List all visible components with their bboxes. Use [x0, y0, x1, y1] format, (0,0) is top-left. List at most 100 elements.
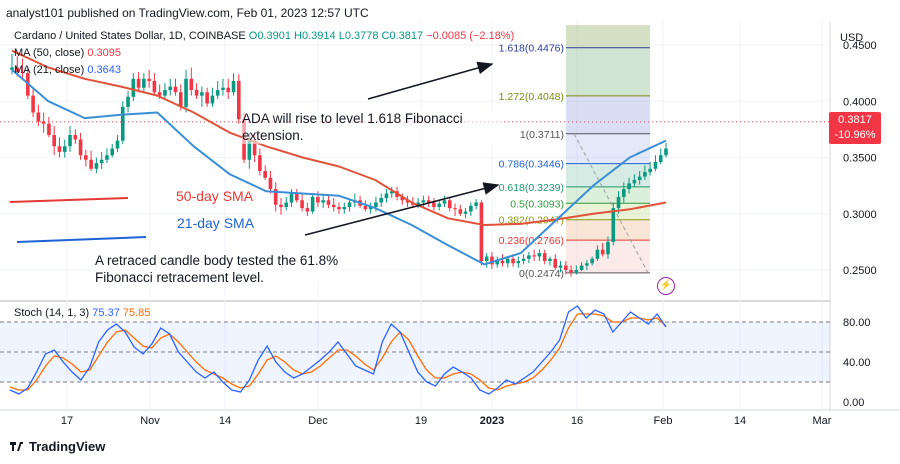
candle-body — [89, 159, 93, 169]
candle-body — [426, 200, 431, 203]
candle-body — [368, 207, 373, 210]
tradingview-logo[interactable]: TradingView — [10, 439, 105, 454]
fib-zone — [566, 47, 650, 96]
candle-body — [300, 200, 304, 209]
candle-body — [184, 78, 188, 107]
candle-body — [20, 72, 25, 74]
candle-body — [400, 196, 405, 201]
candle-body — [258, 155, 262, 171]
candle-body — [558, 265, 563, 268]
candle-body — [105, 155, 109, 160]
candle-body — [226, 87, 231, 93]
candle-body — [469, 205, 473, 212]
candle-body — [389, 191, 394, 194]
candle-body — [99, 159, 104, 164]
candle-body — [173, 86, 178, 93]
candle-body — [611, 208, 616, 242]
symbol-title: Cardano / United States Dollar, 1D, COIN… — [14, 30, 246, 42]
candle-body — [653, 162, 658, 169]
user-drawings — [9, 61, 500, 243]
price-tick-label: 0.3000 — [843, 209, 877, 221]
time-tick-label: 14 — [734, 415, 746, 427]
brand-name: TradingView — [29, 439, 106, 454]
candle-body — [120, 106, 125, 141]
candle-body — [295, 193, 299, 201]
candle-body — [289, 193, 294, 203]
candle-body — [416, 202, 420, 205]
sma50-text-label[interactable]: 50-day SMA — [176, 188, 254, 204]
time-tick-label: Nov — [140, 415, 160, 427]
candle-body — [178, 92, 183, 107]
stoch-tick-label: 40.00 — [843, 357, 871, 369]
open-value: O0.3901 — [248, 30, 291, 42]
fib-zone — [566, 133, 650, 164]
candle-body — [41, 121, 46, 124]
candle-body — [537, 253, 542, 257]
candle-body — [168, 86, 173, 90]
symbol-legend[interactable]: Cardano / United States Dollar, 1D, COIN… — [14, 30, 514, 42]
fib-level-label: 1.272(0.4048) — [499, 91, 564, 103]
lightning-icon[interactable]: ⚡ — [657, 277, 675, 295]
candle-body — [194, 90, 199, 96]
ma21-line — [11, 69, 667, 266]
last-price-change: -10.96% — [834, 129, 876, 141]
candle-body — [273, 189, 278, 205]
candle-body — [94, 163, 99, 169]
candle-body — [437, 203, 442, 207]
time-tick-label: Feb — [654, 415, 673, 427]
candle-body — [331, 204, 336, 207]
candle-body — [632, 180, 637, 184]
time-tick-label: 2023 — [480, 415, 504, 427]
candle-body — [68, 135, 72, 147]
ma21-legend[interactable]: MA (21, close) 0.3643 — [14, 64, 121, 76]
candle-body — [511, 258, 515, 264]
candle-body — [505, 258, 510, 264]
fib-zone — [566, 95, 650, 134]
candle-body — [521, 258, 526, 261]
ma50-legend[interactable]: MA (50, close) 0.3095 — [14, 47, 121, 59]
time-tick-label: 19 — [415, 415, 427, 427]
moving-average-lines — [11, 49, 667, 266]
low-value: L0.3778 — [338, 30, 379, 42]
candle-body — [516, 261, 521, 264]
candle-body — [62, 146, 67, 152]
candle-body — [337, 207, 341, 210]
candle-body — [374, 202, 378, 207]
candle-body — [221, 87, 225, 90]
fib-level-label: 0.618(0.3239) — [499, 182, 564, 194]
candle-body — [126, 96, 130, 107]
stoch-k-line — [9, 305, 667, 395]
candle-body — [627, 183, 631, 189]
candle-body — [384, 193, 389, 198]
last-price-value: 0.3817 — [838, 114, 872, 126]
fib-zone — [566, 186, 650, 204]
candle-body — [600, 249, 605, 255]
annotation-bottom[interactable]: A retraced candle body tested the 61.8% … — [95, 252, 395, 286]
candle-body — [73, 135, 78, 140]
axes: 0.4500 0.4000 0.3500 0.3000 0.2500 80.00 40.00… — [61, 40, 877, 427]
candle-body — [284, 202, 289, 207]
candle-body — [52, 135, 56, 147]
candle-body — [215, 90, 220, 96]
stoch-d-value: 75.85 — [122, 307, 151, 319]
candle-body — [247, 140, 252, 160]
candle-body — [57, 146, 62, 152]
candlestick-series — [10, 54, 668, 277]
candle-body — [532, 255, 536, 257]
candle-body — [147, 78, 151, 81]
stoch-legend[interactable]: Stoch (14, 1, 3) 75.37 75.85 — [14, 307, 150, 319]
candle-body — [152, 81, 157, 93]
candle-body — [142, 78, 146, 88]
sma21-text-label[interactable]: 21-day SMA — [177, 215, 255, 231]
candle-body — [658, 155, 663, 162]
candle-body — [310, 196, 315, 212]
candle-body — [527, 255, 531, 259]
stoch-label: Stoch (14, 1, 3) — [14, 307, 90, 319]
candle-body — [405, 200, 410, 203]
annotation-top[interactable]: ADA will rise to level 1.618 Fibonacci e… — [242, 110, 502, 144]
candle-body — [347, 202, 352, 207]
price-tick-label: 0.4500 — [843, 40, 877, 52]
candle-body — [263, 171, 267, 178]
candle-body — [84, 155, 88, 160]
